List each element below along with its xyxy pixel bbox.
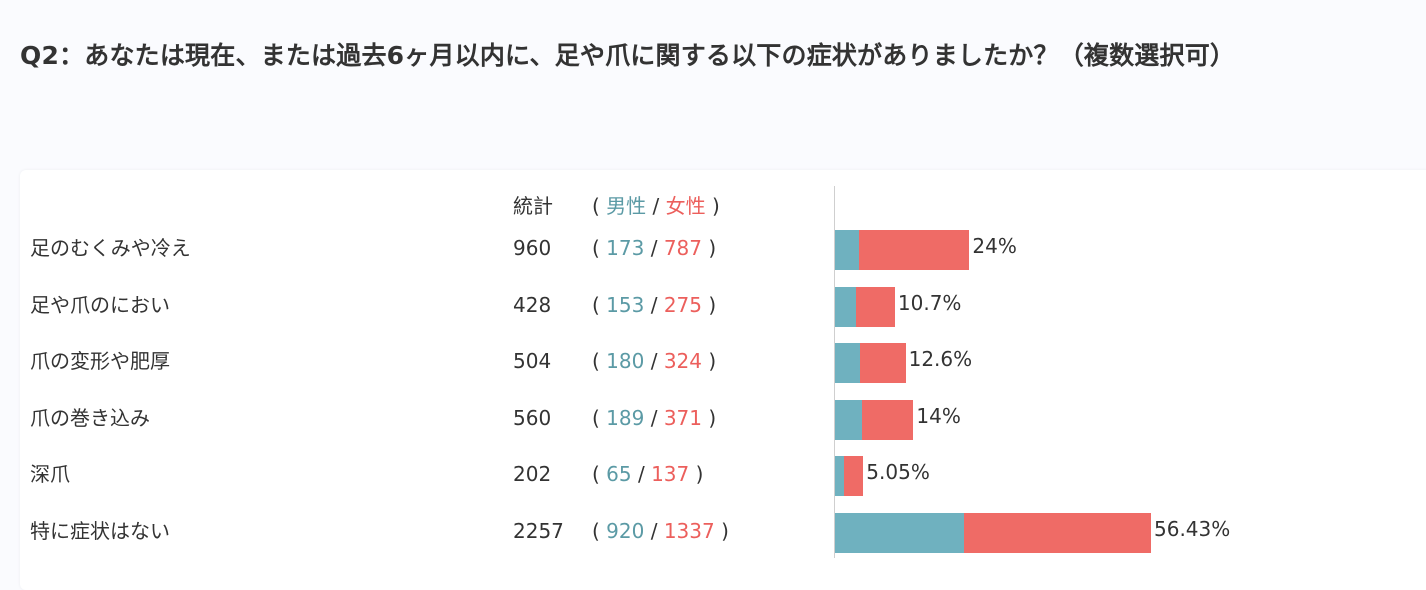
male-count: 920	[606, 518, 645, 543]
gender-breakdown: ( 920 / 1337 )	[592, 517, 729, 545]
open-paren: (	[592, 236, 607, 260]
percent-label: 12.6%	[908, 347, 973, 371]
open-paren: (	[592, 405, 607, 430]
bar-female-segment	[861, 399, 914, 440]
percent-label: 56.43%	[1154, 516, 1231, 541]
bar-male-segment	[835, 456, 845, 496]
chart-axis-divider	[834, 186, 835, 558]
female-count: 371	[663, 405, 702, 430]
slash: /	[652, 194, 660, 218]
male-header-label: 男性	[606, 194, 647, 218]
percent-label: 24%	[972, 234, 1017, 258]
female-header-label: 女性	[665, 194, 706, 218]
bar-male-segment	[835, 343, 861, 383]
bar-female-segment	[963, 512, 1151, 553]
category-label: 特に症状はない	[30, 518, 170, 543]
slash: /	[644, 405, 664, 430]
slash: /	[644, 236, 664, 260]
gender-breakdown: ( 189 / 371 )	[592, 404, 716, 432]
female-count: 1337	[663, 518, 715, 543]
male-count: 189	[606, 405, 645, 430]
open-paren: (	[592, 194, 600, 218]
gender-breakdown: ( 180 / 324 )	[592, 347, 716, 375]
close-paren: )	[702, 292, 717, 317]
male-count: 180	[606, 349, 645, 373]
female-count: 137	[651, 462, 690, 486]
total-value: 428	[513, 292, 552, 317]
percent-label: 14%	[916, 403, 961, 428]
slash: /	[644, 292, 664, 317]
bar-male-segment	[835, 399, 862, 440]
bar-male-segment	[835, 286, 857, 327]
female-count: 275	[663, 292, 702, 317]
male-count: 65	[606, 462, 632, 486]
open-paren: (	[592, 349, 607, 373]
male-count: 173	[606, 236, 645, 260]
percent-label: 10.7%	[897, 290, 962, 315]
gender-column-header: ( 男性 / 女性 )	[592, 190, 720, 219]
category-label: 足のむくみや冷え	[30, 236, 191, 260]
open-paren: (	[592, 292, 607, 317]
results-panel	[20, 170, 1426, 590]
total-value: 504	[513, 349, 552, 373]
close-paren: )	[712, 194, 720, 218]
bar-female-segment	[856, 286, 895, 327]
close-paren: )	[702, 349, 717, 373]
total-column-header: 統計	[513, 194, 553, 218]
bar-female-segment	[859, 230, 970, 270]
close-paren: )	[702, 405, 717, 430]
category-label: 足や爪のにおい	[30, 292, 170, 317]
slash: /	[644, 518, 664, 543]
bar-male-segment	[835, 512, 964, 553]
total-value: 202	[513, 462, 552, 486]
bar-male-segment	[835, 230, 860, 270]
slash: /	[631, 462, 652, 486]
female-count: 324	[663, 349, 702, 373]
bar-female-segment	[860, 343, 906, 383]
close-paren: )	[689, 462, 704, 486]
gender-breakdown: ( 173 / 787 )	[592, 234, 716, 262]
slash: /	[644, 349, 664, 373]
category-label: 爪の変形や肥厚	[30, 349, 170, 373]
gender-breakdown: ( 65 / 137 )	[592, 460, 703, 488]
total-value: 960	[513, 236, 552, 260]
close-paren: )	[702, 236, 717, 260]
category-label: 爪の巻き込み	[30, 405, 150, 430]
category-label: 深爪	[30, 462, 70, 486]
percent-label: 5.05%	[866, 460, 930, 484]
gender-breakdown: ( 153 / 275 )	[592, 291, 716, 319]
bar-female-segment	[844, 456, 864, 496]
open-paren: (	[592, 462, 607, 486]
open-paren: (	[592, 518, 607, 543]
total-value: 2257	[513, 518, 564, 543]
male-count: 153	[606, 292, 645, 317]
total-value: 560	[513, 405, 552, 430]
female-count: 787	[663, 236, 702, 260]
question-title: Q2：あなたは現在、または過去6ヶ月以内に、足や爪に関する以下の症状がありました…	[20, 41, 1236, 70]
close-paren: )	[714, 518, 729, 543]
